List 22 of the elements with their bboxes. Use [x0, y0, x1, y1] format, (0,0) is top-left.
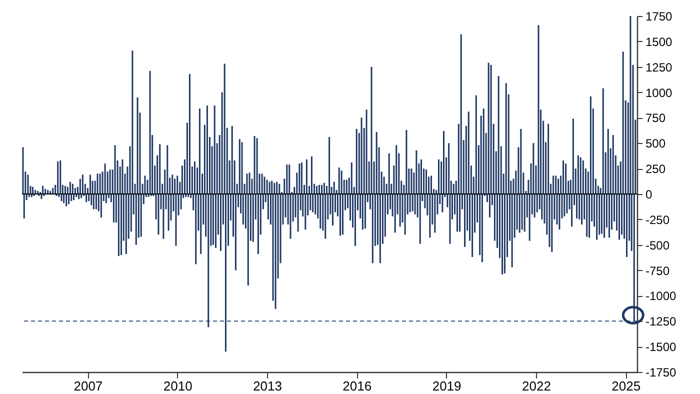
y-tick-label: 0 — [646, 188, 652, 202]
x-tick-label: 2007 — [74, 378, 103, 394]
y-tick-label: 1750 — [646, 10, 673, 24]
y-tick-label: -1750 — [646, 366, 677, 380]
x-tick-label: 2022 — [522, 378, 551, 394]
y-tick-label: -1000 — [646, 289, 677, 304]
y-tick-label: 500 — [646, 136, 666, 151]
y-tick-label: -500 — [646, 238, 670, 252]
x-tick-label: 2016 — [342, 378, 372, 394]
y-tick-label: 250 — [646, 162, 666, 176]
y-tick-label: -750 — [646, 264, 670, 278]
x-tick-label: 2013 — [253, 378, 282, 394]
x-tick-label: 2019 — [432, 378, 462, 394]
y-tick-label: -1250 — [646, 314, 677, 329]
x-tick-label: 2025 — [612, 378, 641, 394]
y-tick-label: 750 — [646, 111, 666, 126]
x-tick-label: 2010 — [163, 378, 192, 394]
y-tick-label: -250 — [646, 212, 670, 227]
y-tick-label: 1250 — [646, 60, 673, 74]
y-tick-label: 1500 — [646, 34, 673, 49]
y-tick-label: -1500 — [646, 340, 677, 354]
y-tick-label: 1000 — [646, 86, 673, 100]
